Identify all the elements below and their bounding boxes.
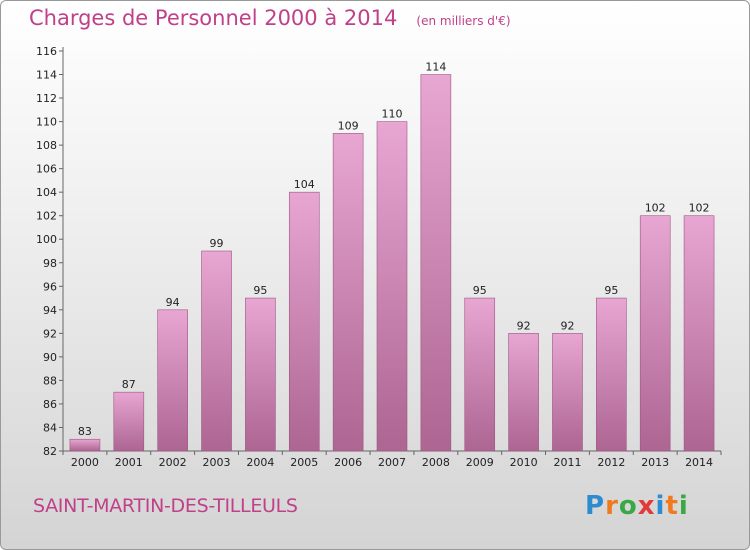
y-tick-label: 94 — [43, 304, 57, 317]
bar — [639, 215, 671, 452]
x-tick-label: 2007 — [378, 456, 406, 469]
y-tick-label: 110 — [36, 116, 57, 129]
y-tick-label: 100 — [36, 233, 57, 246]
x-tick-label: 2010 — [510, 456, 538, 469]
bar-value-label: 110 — [382, 108, 403, 121]
bar-value-label: 95 — [473, 284, 487, 297]
x-tick-label: 2013 — [641, 456, 669, 469]
y-tick-label: 86 — [43, 398, 57, 411]
bar-value-label: 104 — [294, 178, 315, 191]
bar — [376, 121, 408, 452]
bar — [552, 333, 583, 452]
x-tick-label: 2005 — [290, 456, 318, 469]
x-tick-label: 2006 — [334, 456, 362, 469]
logo-letter: P — [585, 491, 606, 521]
x-tick-label: 2004 — [246, 456, 274, 469]
x-tick-label: 2011 — [553, 456, 581, 469]
bar — [464, 297, 496, 452]
commune-name: SAINT-MARTIN-DES-TILLEULS — [33, 495, 298, 517]
bar — [201, 250, 232, 452]
bar — [288, 191, 320, 452]
y-tick-label: 82 — [43, 445, 57, 458]
y-tick-label: 84 — [43, 421, 57, 434]
bar — [332, 133, 364, 452]
bar-value-label: 109 — [338, 119, 359, 132]
y-tick-label: 92 — [43, 327, 57, 340]
title-row: Charges de Personnel 2000 à 2014 (en mil… — [29, 6, 511, 30]
chart-subtitle: (en milliers d'€) — [416, 14, 511, 28]
y-tick-label: 90 — [43, 351, 57, 364]
y-tick-label: 114 — [36, 69, 57, 82]
bar — [596, 297, 627, 452]
x-tick-label: 2008 — [422, 456, 450, 469]
bar — [683, 215, 715, 452]
bar-value-label: 83 — [78, 425, 92, 438]
x-tick-label: 2001 — [115, 456, 143, 469]
y-tick-label: 106 — [36, 163, 57, 176]
logo-letter: t — [665, 491, 679, 521]
bar-value-label: 95 — [253, 284, 267, 297]
y-tick-label: 116 — [36, 45, 57, 58]
bar-value-label: 87 — [122, 378, 136, 391]
y-tick-label: 102 — [36, 210, 57, 223]
bar — [69, 438, 101, 452]
bar-value-label: 102 — [689, 202, 710, 215]
proxiti-logo: Proxiti — [585, 491, 689, 521]
value-labels: 83 87 94 99 95 104 109 110 114 95 92 92 95 102 102 — [78, 61, 710, 439]
bar-value-label: 92 — [517, 319, 531, 332]
axes: 82 84 86 88 90 92 94 96 98 100 102 104 106 108 110 112 1… — [36, 45, 722, 469]
bar — [508, 333, 539, 452]
x-tick-label: 2002 — [159, 456, 187, 469]
bar — [420, 74, 452, 452]
x-tick-label: 2014 — [685, 456, 713, 469]
bar — [113, 391, 145, 452]
bar-value-label: 92 — [560, 319, 574, 332]
bar-value-label: 95 — [604, 284, 618, 297]
chart-title: Charges de Personnel 2000 à 2014 — [29, 6, 398, 30]
y-tick-label: 112 — [36, 92, 57, 105]
bar-value-label: 102 — [645, 202, 666, 215]
logo-letter: i — [655, 491, 666, 521]
logo-letter: x — [637, 491, 656, 521]
y-tick-label: 104 — [36, 186, 57, 199]
x-tick-label: 2009 — [466, 456, 494, 469]
bars — [69, 74, 715, 452]
x-tick-label: 2012 — [597, 456, 625, 469]
logo-letter: o — [618, 491, 638, 521]
bar-value-label: 94 — [166, 296, 180, 309]
y-tick-label: 108 — [36, 139, 57, 152]
logo-letter: r — [605, 491, 619, 521]
y-tick-label: 98 — [43, 257, 57, 270]
x-tick-label: 2000 — [71, 456, 99, 469]
logo-letter: i — [678, 491, 689, 521]
x-tick-label: 2003 — [203, 456, 231, 469]
bar — [245, 297, 276, 452]
y-tick-label: 88 — [43, 374, 57, 387]
y-tick-label: 96 — [43, 280, 57, 293]
bar-value-label: 99 — [210, 237, 224, 250]
bar-value-label: 114 — [425, 61, 446, 74]
bar — [157, 309, 188, 452]
